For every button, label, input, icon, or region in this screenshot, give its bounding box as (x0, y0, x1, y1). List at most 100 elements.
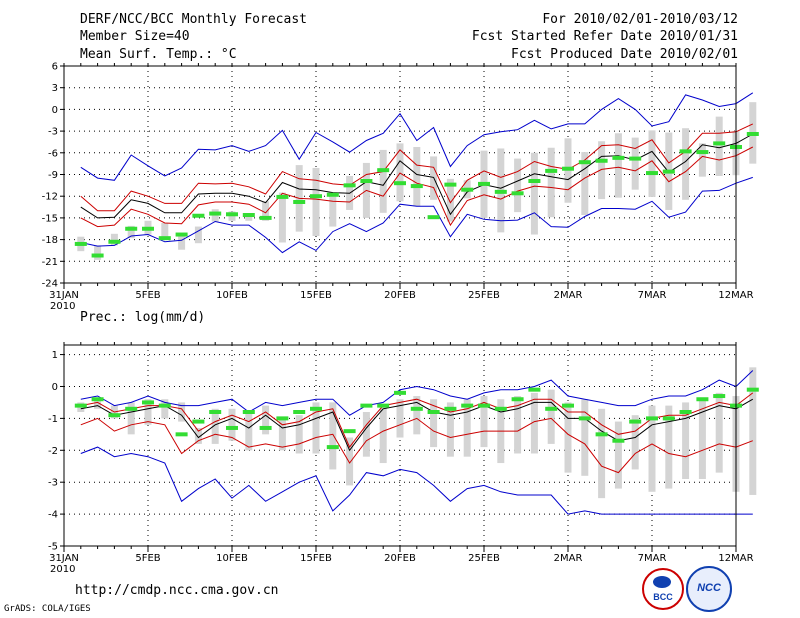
source-url[interactable]: http://cmdp.ncc.cma.gov.cn (75, 583, 279, 598)
ensemble-box (329, 402, 337, 470)
median-marker (74, 241, 87, 246)
ensemble-box (262, 201, 270, 221)
median-marker (595, 158, 608, 163)
ensemble-box (329, 194, 337, 227)
median-marker (158, 236, 171, 241)
x-tick-label: 12MAR (718, 553, 753, 564)
ensemble-box (144, 399, 152, 425)
ensemble-box (262, 405, 270, 435)
ensemble-box (194, 427, 202, 444)
x-tick-label: 7MAR (638, 553, 667, 564)
ensemble-box (547, 389, 555, 444)
ensemble-box (94, 245, 102, 260)
median-marker (209, 410, 222, 414)
median-marker (713, 394, 726, 399)
ensemble-box (547, 147, 555, 218)
x-tick-label: 12MAR (718, 290, 753, 301)
x-tick-label: 20FEB (384, 290, 416, 301)
median-marker (410, 406, 423, 411)
median-marker (612, 438, 625, 443)
median-marker (226, 212, 238, 217)
series-line-upper (80, 392, 754, 449)
forecast-period: For 2010/02/01-2010/03/12 (542, 12, 738, 27)
chart-title: DERF/NCC/BCC Monthly Forecast (80, 12, 307, 27)
median-marker (192, 419, 205, 424)
x-year-label: 2010 (50, 564, 75, 575)
x-tick-label: 5FEB (135, 290, 160, 301)
median-marker (209, 211, 222, 216)
ensemble-box (127, 402, 135, 435)
median-marker (343, 183, 356, 188)
median-marker (108, 239, 121, 244)
series-line-max (80, 92, 754, 181)
series-line-min (80, 446, 753, 515)
median-marker (494, 406, 507, 411)
series-line-upper (80, 123, 754, 212)
median-marker (646, 171, 658, 176)
x-tick-label: 20FEB (384, 553, 416, 564)
median-marker (410, 184, 423, 189)
grads-credit: GrADS: COLA/IGES (4, 604, 91, 614)
median-marker (478, 181, 490, 186)
y-tick-label: -21 (42, 257, 58, 268)
x-tick-label: 10FEB (216, 290, 248, 301)
median-marker (629, 156, 642, 161)
median-marker (478, 403, 490, 408)
ensemble-box (110, 233, 118, 246)
ensemble-box (530, 152, 538, 235)
median-marker (394, 390, 406, 395)
ensemble-box (514, 396, 522, 454)
median-marker (545, 168, 558, 173)
y-tick-label: -9 (48, 170, 58, 181)
ensemble-box (312, 167, 320, 236)
median-marker (662, 416, 675, 421)
ensemble-box (278, 192, 286, 243)
ensemble-box (463, 399, 471, 457)
median-marker (713, 141, 726, 146)
ensemble-box (514, 158, 522, 213)
x-tick-label: 15FEB (300, 290, 332, 301)
ensemble-box (94, 399, 102, 409)
median-marker (595, 432, 608, 437)
median-marker (662, 169, 675, 174)
series-line-lower (80, 417, 753, 474)
median-marker (259, 425, 272, 430)
ncc-logo: NCC (686, 566, 732, 612)
series-line-lower (80, 146, 754, 228)
x-tick-label: 5FEB (135, 553, 160, 564)
bcc-logo: BCC (642, 568, 684, 610)
ensemble-box (379, 405, 387, 464)
x-tick-label: 2MAR (554, 290, 583, 301)
x-tick-label: 25FEB (468, 290, 500, 301)
y-tick-label: 3 (52, 83, 58, 94)
ensemble-box (228, 408, 236, 441)
ensemble-box (446, 402, 454, 457)
median-marker (175, 232, 188, 237)
ensemble-box (682, 402, 690, 479)
ensemble-box (698, 399, 706, 479)
median-marker (444, 406, 457, 411)
median-marker (343, 429, 356, 434)
median-marker (158, 403, 171, 408)
median-marker (746, 387, 759, 392)
median-marker (528, 387, 541, 392)
median-marker (427, 410, 440, 414)
median-marker (242, 410, 255, 414)
median-marker (142, 400, 154, 405)
fcst-produced-date: Fcst Produced Date 2010/02/01 (511, 47, 738, 62)
median-marker (377, 168, 390, 173)
x-tick-label: 31JAN (49, 290, 79, 301)
median-marker (696, 150, 709, 155)
median-marker (108, 413, 121, 418)
median-marker (545, 406, 558, 411)
median-marker (192, 213, 205, 218)
median-marker (276, 194, 289, 199)
ensemble-box (698, 143, 706, 177)
median-marker (293, 199, 306, 204)
series-line-min (80, 176, 753, 254)
median-marker (629, 419, 642, 424)
median-marker (175, 432, 188, 437)
median-marker (293, 410, 306, 414)
median-marker (562, 403, 574, 408)
member-size: Member Size=40 (80, 29, 190, 44)
